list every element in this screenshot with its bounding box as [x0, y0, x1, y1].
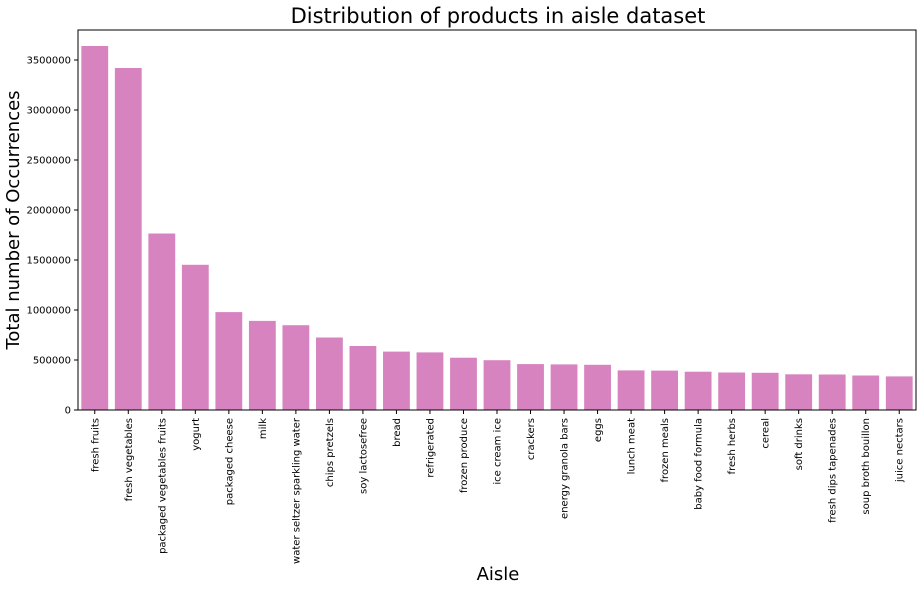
- bar-packaged-vegetables-fruits: [148, 233, 176, 410]
- bars-group: [81, 46, 913, 410]
- bar-soft-drinks: [785, 374, 813, 410]
- x-tick-label: energy granola bars: [560, 418, 571, 519]
- x-tick-label: soup broth bouillon: [861, 418, 872, 515]
- bar-soup-broth-bouillon: [852, 375, 880, 410]
- x-tick-label: baby food formula: [694, 418, 705, 510]
- bar-baby-food-formula: [684, 371, 712, 410]
- bar-fresh-vegetables: [114, 68, 142, 410]
- y-axis-label: Total number of Occurrences: [3, 90, 24, 350]
- bar-eggs: [584, 364, 611, 410]
- bar-ice-cream-ice: [483, 360, 511, 410]
- x-tick-label: fresh fruits: [90, 418, 101, 472]
- bar-bread: [383, 351, 410, 410]
- x-axis: fresh fruits fresh vegetables packaged veg…: [90, 410, 906, 564]
- bar-frozen-meals: [651, 370, 679, 410]
- bar-fresh-fruits: [81, 46, 109, 410]
- y-tick-label: 500000: [33, 356, 71, 367]
- bar-fresh-dips-tapenades: [818, 374, 846, 410]
- y-tick-label: 2500000: [26, 156, 71, 167]
- y-tick-label: 0: [65, 406, 71, 417]
- bar-fresh-herbs: [718, 372, 746, 410]
- x-tick-label: soy lactosefree: [358, 418, 369, 494]
- bar-soy-lactosefree: [349, 346, 377, 410]
- bar-lunch-meat: [617, 370, 645, 410]
- x-tick-label: chips pretzels: [325, 418, 336, 487]
- bar-milk: [248, 320, 276, 410]
- x-tick-label: juice nectars: [895, 418, 906, 483]
- x-axis-label: Aisle: [477, 564, 520, 585]
- bar-water-seltzer-sparkling-water: [282, 325, 310, 410]
- x-tick-label: refrigerated: [425, 418, 436, 478]
- y-tick-label: 3500000: [26, 56, 71, 67]
- bar-refrigerated: [416, 352, 444, 410]
- x-tick-label: ice cream ice: [493, 418, 504, 485]
- x-tick-label: bread: [392, 418, 403, 447]
- x-tick-label: crackers: [526, 418, 537, 460]
- y-tick-label: 2000000: [26, 206, 71, 217]
- bar-crackers: [517, 364, 544, 410]
- bar-frozen-produce: [450, 357, 477, 410]
- x-tick-label: eggs: [593, 418, 604, 442]
- x-tick-label: fresh herbs: [727, 418, 738, 474]
- y-tick-label: 1500000: [26, 256, 71, 267]
- x-tick-label: milk: [258, 418, 269, 439]
- y-axis: 0 500000 1000000 1500000 2000000 2500000 30000…: [26, 56, 78, 417]
- x-tick-label: lunch meat: [627, 418, 638, 474]
- bar-juice-nectars: [885, 376, 913, 410]
- bar-cereal: [751, 372, 779, 410]
- bar-packaged-cheese: [215, 312, 243, 410]
- chart-title: Distribution of products in aisle datase…: [291, 4, 706, 28]
- x-tick-label: fresh vegetables: [124, 418, 135, 501]
- x-tick-label: packaged cheese: [224, 418, 235, 505]
- x-tick-label: fresh dips tapenades: [828, 418, 839, 523]
- x-tick-label: cereal: [761, 418, 772, 449]
- x-tick-label: frozen meals: [660, 418, 671, 482]
- x-tick-label: frozen produce: [459, 418, 470, 493]
- bar-energy-granola-bars: [550, 364, 578, 410]
- x-tick-label: soft drinks: [794, 418, 805, 470]
- x-tick-label: water seltzer sparkling water: [291, 417, 302, 564]
- y-tick-label: 1000000: [26, 306, 71, 317]
- plot-frame: [77, 29, 917, 411]
- x-tick-label: yogurt: [191, 418, 202, 451]
- x-tick-label: packaged vegetables fruits: [157, 418, 168, 554]
- y-tick-label: 3000000: [26, 106, 71, 117]
- bar-chips-pretzels: [315, 337, 343, 410]
- bar-yogurt: [181, 264, 209, 410]
